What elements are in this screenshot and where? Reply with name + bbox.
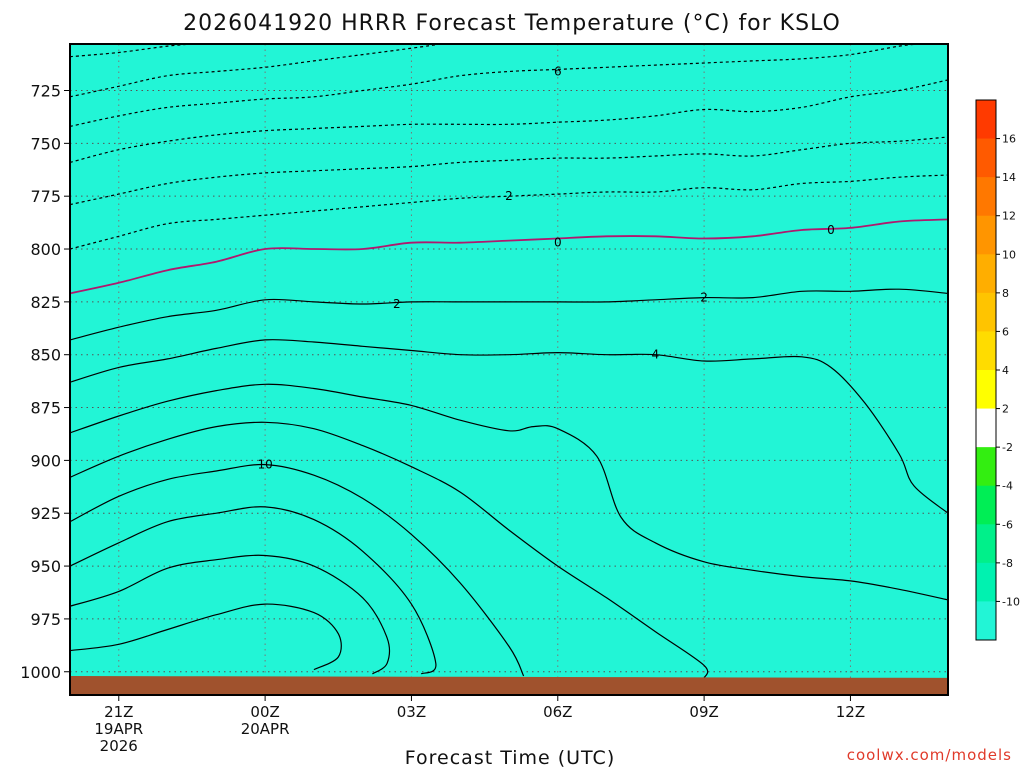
colorbar: 16 14 12 10 8 6 4 2 -2 -4 -6 -8 -10 bbox=[975, 99, 1020, 641]
isotherm-2 bbox=[70, 288, 948, 341]
colorbar-bin bbox=[976, 601, 996, 641]
y-tick-label: 925 bbox=[30, 504, 61, 523]
colorbar-tick-label: 8 bbox=[1002, 287, 1009, 300]
x-tick-label: 20APR bbox=[241, 720, 290, 738]
y-tick-label: 825 bbox=[30, 293, 61, 312]
colorbar-bin bbox=[976, 100, 996, 140]
credit-text: coolwx.com/models bbox=[847, 746, 1012, 764]
colorbar-tick-label: -8 bbox=[1002, 557, 1013, 570]
ground-area bbox=[70, 676, 948, 695]
y-tick-label: 850 bbox=[30, 346, 61, 365]
contour-labels: 6 2 0 0 2 2 4 10 bbox=[257, 64, 835, 472]
colorbar-bin bbox=[976, 485, 996, 525]
x-tick-label: 09Z bbox=[689, 703, 718, 721]
colorbar-tick-label: -2 bbox=[1002, 441, 1013, 454]
x-tick-label: 2026 bbox=[100, 737, 138, 755]
band-coldest bbox=[70, 44, 192, 57]
x-tick-label: 06Z bbox=[543, 703, 572, 721]
colorbar-bin bbox=[976, 215, 996, 255]
colorbar-bin bbox=[976, 292, 996, 332]
contour-label: 2 bbox=[700, 291, 708, 305]
contour-label: 0 bbox=[827, 223, 835, 237]
contour-label: 10 bbox=[257, 458, 272, 472]
x-tick-label: 19APR bbox=[94, 720, 143, 738]
contour-label: 2 bbox=[393, 297, 401, 311]
colorbar-bin bbox=[976, 524, 996, 564]
isotherm-lines bbox=[70, 44, 948, 679]
colorbar-tick-label: 14 bbox=[1002, 171, 1016, 184]
isotherm-14 bbox=[70, 554, 391, 675]
colorbar-bin bbox=[976, 331, 996, 371]
y-tick-label: 900 bbox=[30, 451, 61, 470]
grid-lines bbox=[70, 44, 948, 695]
contour-label: 2 bbox=[505, 189, 513, 203]
colorbar-tick-label: 12 bbox=[1002, 210, 1016, 223]
plot-frame bbox=[69, 43, 949, 696]
isotherm-8 bbox=[70, 421, 709, 679]
y-tick-label: 750 bbox=[30, 134, 61, 153]
plot-area: 6 2 0 0 2 2 4 10 bbox=[70, 44, 948, 695]
contour-label: 4 bbox=[652, 348, 660, 362]
colorbar-tick-label: 2 bbox=[1002, 403, 1009, 416]
isotherm--8 bbox=[70, 44, 441, 98]
x-tick-label: 21Z bbox=[104, 703, 133, 721]
y-tick-label: 800 bbox=[30, 240, 61, 259]
colorbar-bin bbox=[976, 254, 996, 294]
isotherm-6 bbox=[70, 383, 948, 601]
y-tick-label: 950 bbox=[30, 557, 61, 576]
colorbar-tick-label: -4 bbox=[1002, 480, 1013, 493]
isotherm-16 bbox=[70, 603, 342, 671]
y-tick-label: 1000 bbox=[20, 663, 61, 682]
y-tick-label: 725 bbox=[30, 82, 61, 101]
colorbar-bin bbox=[976, 138, 996, 178]
colorbar-tick-label: 4 bbox=[1002, 364, 1009, 377]
isotherm-10 bbox=[70, 463, 525, 677]
colorbar-tick-label: 6 bbox=[1002, 325, 1009, 338]
colorbar-bin bbox=[976, 177, 996, 217]
x-axis-label: Forecast Time (UTC) bbox=[405, 747, 615, 768]
y-tick-label: 975 bbox=[30, 610, 61, 629]
ground-fill bbox=[70, 676, 948, 695]
isotherm-12 bbox=[70, 506, 437, 675]
temperature-bands bbox=[70, 44, 948, 695]
y-tick-label: 875 bbox=[30, 399, 61, 418]
x-tick-label: 12Z bbox=[836, 703, 865, 721]
colorbar-bin bbox=[976, 408, 996, 448]
y-tick-label: 775 bbox=[30, 187, 61, 206]
colorbar-bin bbox=[976, 562, 996, 602]
colorbar-bin bbox=[976, 447, 996, 487]
colorbar-tick-label: -10 bbox=[1002, 595, 1020, 608]
contour-label: 6 bbox=[554, 64, 562, 78]
contour-label: 0 bbox=[554, 236, 562, 250]
band-above--12 bbox=[70, 44, 948, 695]
colorbar-tick-label: 16 bbox=[1002, 133, 1016, 146]
colorbar-bin bbox=[976, 370, 996, 410]
y-axis-ticks: 725 750 775 800 825 850 875 900 925 950 975 1000 bbox=[20, 82, 70, 682]
x-tick-label: 00Z bbox=[250, 703, 279, 721]
isotherm-0 bbox=[70, 218, 948, 295]
x-tick-label: 03Z bbox=[397, 703, 426, 721]
colorbar-tick-label: 10 bbox=[1002, 248, 1016, 261]
colorbar-tick-label: -6 bbox=[1002, 518, 1013, 531]
chart-title: 2026041920 HRRR Forecast Temperature (°C… bbox=[183, 11, 841, 36]
isotherm-4 bbox=[70, 339, 948, 514]
